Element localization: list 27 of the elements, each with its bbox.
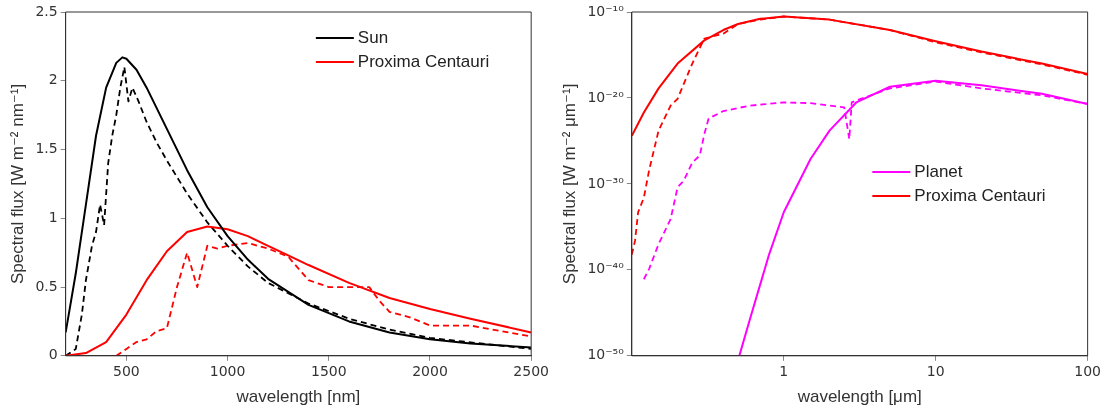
x-tick-label: 2000 [412,362,448,379]
y-tick-label: 10⁻⁴⁰ [587,260,625,277]
x-axis-title: wavelength [μm] [796,387,922,407]
x-tick-label: 500 [113,362,140,379]
x-tick-label: 1 [779,362,789,379]
x-axis-title: wavelength [nm] [235,387,361,407]
legend-label: Proxima Centauri [914,185,1046,205]
y-tick-label: 2.5 [35,2,58,19]
x-tick-label: 100 [1074,362,1102,379]
y-tick-label: 10⁻⁵⁰ [587,346,625,363]
y-tick-label: 10⁻¹⁰ [587,2,625,19]
y-tick-label: 0.5 [35,277,58,294]
legend-label: Planet [914,161,963,181]
y-axis-title: Spectral flux [W m⁻² nm⁻¹] [7,83,27,285]
x-tick-label: 10 [926,362,945,379]
y-tick-label: 10⁻³⁰ [587,174,625,191]
x-tick-label: 1000 [209,362,246,379]
x-tick-label: 2500 [513,362,550,379]
y-axis-title: Spectral flux [W m⁻² μm⁻¹] [559,83,579,285]
y-tick-label: 1 [48,208,58,225]
legend-label: Proxima Centauri [357,51,490,71]
legend-label: Sun [357,27,389,47]
y-tick-label: 2 [48,71,58,88]
y-tick-label: 0 [48,346,58,363]
y-tick-label: 1.5 [35,140,58,157]
x-tick-label: 1500 [310,362,347,379]
y-tick-label: 10⁻²⁰ [587,88,625,105]
